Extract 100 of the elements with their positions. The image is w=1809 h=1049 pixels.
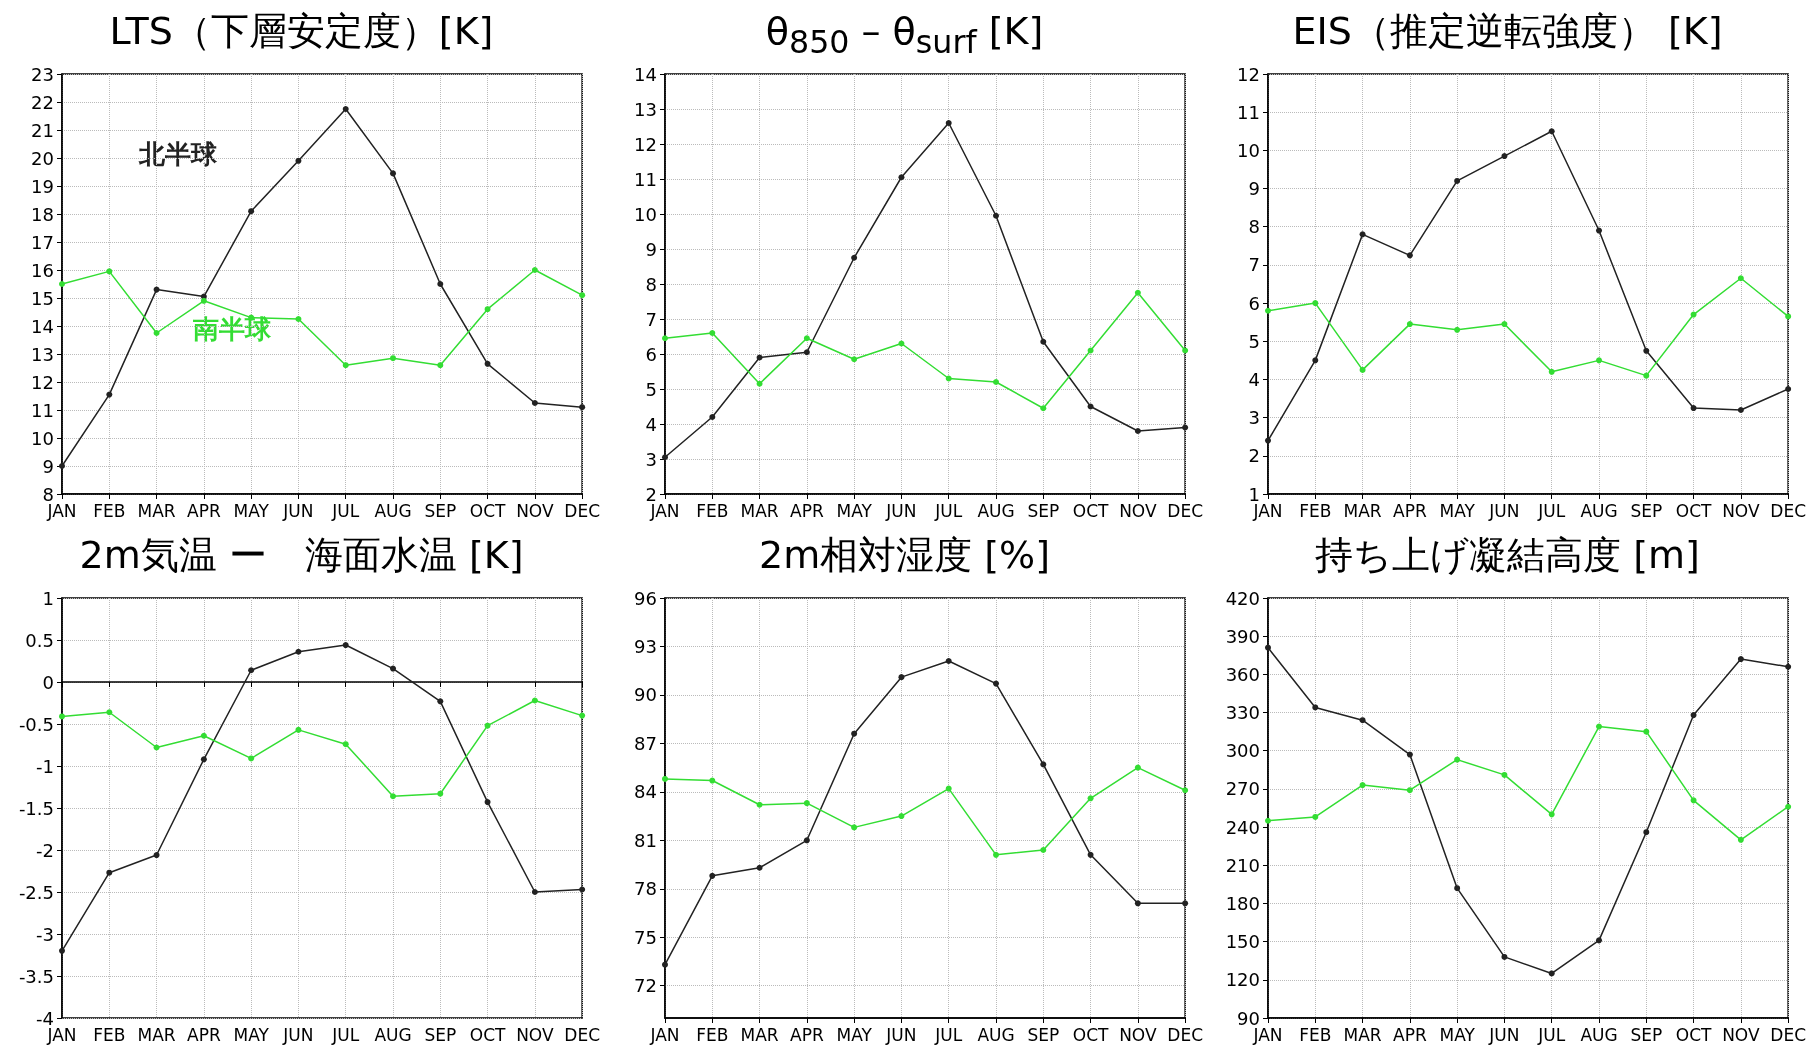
x-tick-label: MAY — [836, 1024, 873, 1045]
y-tick-label: 4 — [645, 413, 657, 435]
x-tick-label: DEC — [564, 500, 600, 521]
text: 北半球 — [137, 138, 218, 169]
y-tick-label: 78 — [634, 878, 657, 900]
point — [1454, 177, 1461, 184]
point — [1406, 321, 1413, 328]
x-tick-label: JUL — [331, 1024, 360, 1045]
point — [484, 360, 491, 367]
point — [1134, 289, 1141, 296]
point — [579, 712, 586, 719]
point — [1312, 357, 1319, 364]
x-tick-label: DEC — [1770, 1024, 1806, 1045]
point — [1134, 764, 1141, 771]
point — [295, 316, 302, 322]
point — [1690, 797, 1697, 804]
point — [1087, 403, 1094, 410]
point — [851, 730, 858, 737]
point — [1737, 656, 1744, 663]
y-tick-label: 9 — [1248, 178, 1260, 200]
point — [803, 837, 810, 844]
y-tick-label: 81 — [634, 829, 657, 851]
point — [1265, 817, 1271, 824]
point — [1454, 756, 1461, 763]
y-tick-label: 150 — [1225, 931, 1260, 953]
point — [153, 330, 160, 336]
x-tick-label: FEB — [696, 1024, 729, 1045]
point — [200, 732, 207, 739]
point — [342, 741, 349, 748]
x-tick-label: JUL — [1537, 1024, 1566, 1045]
x-tick-label: MAR — [137, 1024, 176, 1045]
point — [1406, 751, 1413, 758]
point — [248, 208, 255, 215]
point — [1785, 803, 1792, 810]
y-tick-label: 14 — [31, 315, 54, 337]
point — [342, 642, 349, 649]
point — [153, 744, 160, 751]
x-tick-label: SEP — [424, 1024, 457, 1045]
x-tick-label: JUN — [885, 1024, 917, 1045]
point — [579, 886, 586, 893]
point — [662, 961, 668, 968]
x-tick-label: FEB — [93, 500, 126, 521]
point — [1643, 829, 1650, 836]
x-tick-label: OCT — [469, 1024, 507, 1045]
point — [390, 170, 396, 177]
point — [898, 674, 905, 681]
point — [437, 362, 444, 369]
chart-title: 持ち上げ凝結高度 [m] — [1314, 532, 1701, 579]
point — [1548, 811, 1555, 818]
point — [59, 947, 65, 954]
y-tick-label: -3.5 — [18, 965, 54, 987]
point — [1312, 300, 1319, 307]
y-tick-label: 5 — [1248, 330, 1260, 352]
point — [437, 790, 444, 797]
x-tick-label: JUL — [934, 500, 963, 521]
x-tick-label: MAR — [740, 1024, 779, 1045]
x-tick-label: AUG — [1580, 500, 1618, 521]
x-tick-label: MAR — [1343, 1024, 1382, 1045]
y-tick-label: 360 — [1225, 663, 1260, 685]
point — [1359, 231, 1366, 238]
y-tick-label: 12 — [634, 133, 657, 155]
x-tick-label: JUN — [282, 1024, 314, 1045]
y-tick-label: 9 — [42, 455, 54, 477]
y-tick-label: 10 — [1237, 139, 1260, 161]
y-tick-label: -1.5 — [18, 797, 54, 819]
x-tick-label: MAY — [1439, 500, 1476, 521]
x-tick-label: SEP — [1630, 1024, 1663, 1045]
point — [1690, 311, 1697, 318]
point — [1737, 275, 1744, 282]
y-tick-label: 96 — [634, 587, 657, 609]
point — [484, 799, 491, 806]
point — [1406, 787, 1413, 794]
point — [1643, 728, 1650, 735]
point — [59, 713, 65, 720]
point — [342, 106, 349, 112]
x-tick-label: NOV — [1722, 1024, 1760, 1045]
y-tick-label: 12 — [1237, 63, 1260, 85]
point — [1040, 338, 1047, 345]
point — [295, 157, 302, 164]
point — [437, 698, 444, 705]
chart-title: θ$_{850}$ – θ$_{surf}$ [K] — [764, 8, 1045, 62]
y-tick-label: -3 — [36, 923, 54, 945]
y-tick-label: 3 — [645, 448, 657, 470]
point — [1785, 313, 1792, 320]
point — [803, 349, 810, 356]
point — [898, 174, 905, 181]
x-tick-label: SEP — [1027, 1024, 1060, 1045]
point — [756, 380, 763, 387]
point — [1134, 900, 1141, 907]
point — [1454, 885, 1461, 892]
x-tick-label: OCT — [1675, 1024, 1713, 1045]
x-tick-label: MAR — [740, 500, 779, 521]
x-tick-label: APR — [1393, 1024, 1427, 1045]
y-tick-label: 87 — [634, 732, 657, 754]
x-tick-label: MAY — [836, 500, 873, 521]
point — [1406, 252, 1413, 259]
point — [756, 354, 763, 361]
x-tick-label: JUN — [1488, 1024, 1520, 1045]
point — [437, 281, 444, 287]
y-tick-label: 10 — [31, 427, 54, 449]
